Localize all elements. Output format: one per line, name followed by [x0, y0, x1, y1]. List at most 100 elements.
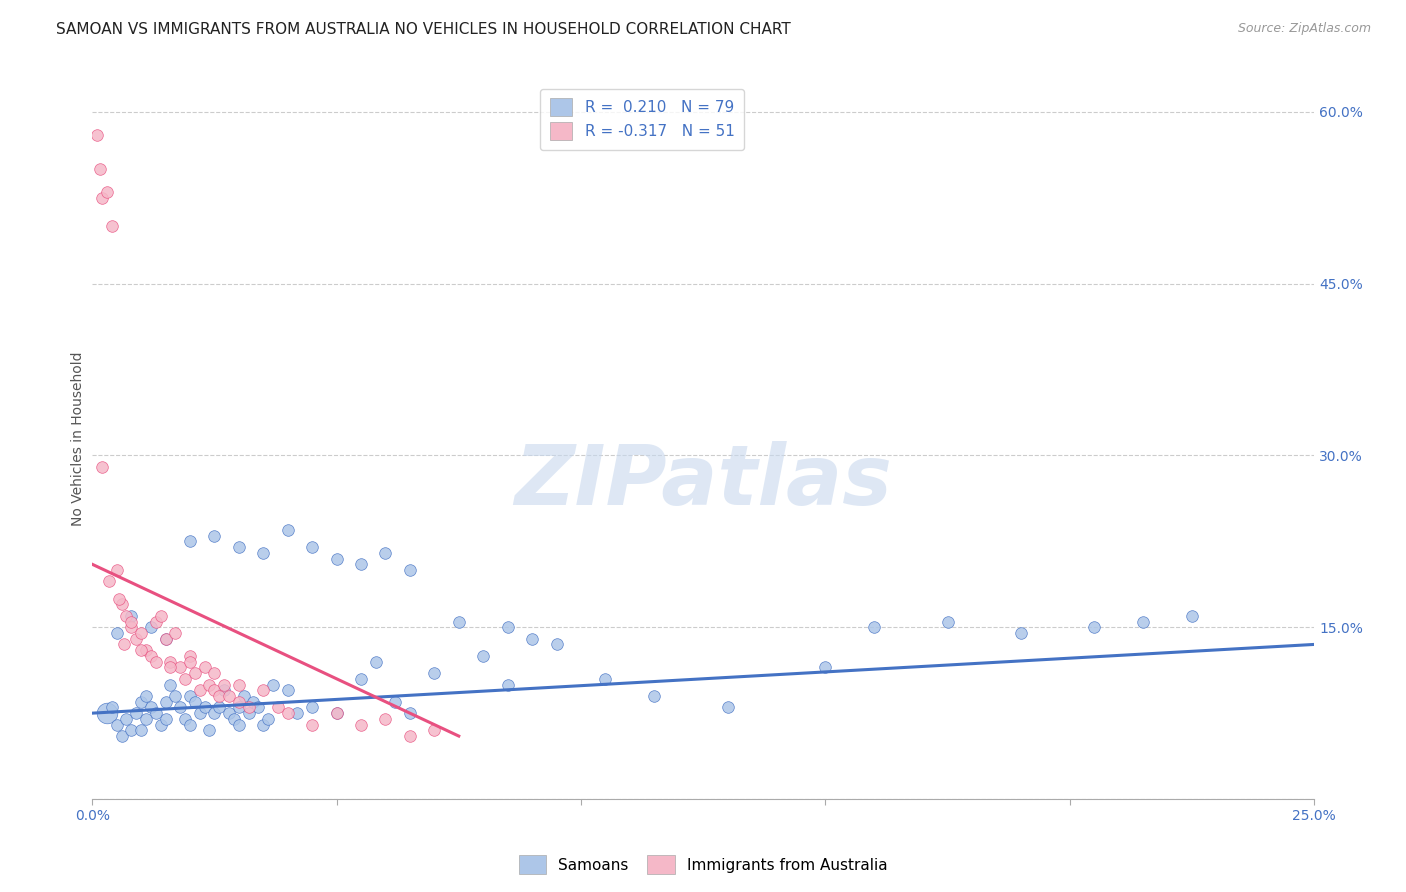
Point — [179, 534, 201, 549]
Point — [546, 637, 568, 651]
Point — [208, 689, 231, 703]
Point — [472, 648, 495, 663]
Point — [399, 563, 422, 577]
Point — [188, 683, 211, 698]
Point — [145, 706, 167, 721]
Point — [496, 677, 519, 691]
Point — [86, 128, 108, 142]
Point — [135, 712, 157, 726]
Point — [212, 683, 235, 698]
Point — [814, 660, 837, 674]
Point — [198, 723, 221, 738]
Point — [120, 723, 142, 738]
Point — [139, 648, 162, 663]
Point — [384, 695, 406, 709]
Point — [105, 717, 128, 731]
Point — [105, 563, 128, 577]
Point — [252, 546, 274, 560]
Point — [155, 632, 177, 646]
Point — [208, 700, 231, 714]
Point — [1010, 626, 1032, 640]
Point — [595, 672, 617, 686]
Point — [165, 689, 187, 703]
Point — [194, 700, 217, 714]
Point — [228, 540, 250, 554]
Point — [120, 615, 142, 629]
Point — [98, 574, 121, 589]
Point — [232, 689, 254, 703]
Point — [218, 706, 240, 721]
Point — [364, 655, 387, 669]
Point — [184, 666, 207, 681]
Point — [149, 608, 172, 623]
Point — [110, 598, 132, 612]
Point — [267, 700, 290, 714]
Point — [350, 672, 373, 686]
Point — [643, 689, 665, 703]
Point — [247, 700, 270, 714]
Point — [202, 666, 225, 681]
Point — [222, 712, 245, 726]
Point — [135, 643, 157, 657]
Point — [159, 655, 181, 669]
Point — [149, 717, 172, 731]
Point — [447, 615, 470, 629]
Point — [399, 729, 422, 743]
Point — [159, 660, 181, 674]
Point — [277, 706, 299, 721]
Point — [212, 677, 235, 691]
Point — [165, 626, 187, 640]
Point — [155, 695, 177, 709]
Point — [100, 700, 122, 714]
Point — [252, 717, 274, 731]
Point — [139, 700, 162, 714]
Point — [716, 700, 738, 714]
Point — [374, 546, 396, 560]
Point — [423, 666, 446, 681]
Point — [96, 185, 118, 199]
Point — [936, 615, 959, 629]
Point — [325, 706, 347, 721]
Point — [228, 695, 250, 709]
Point — [120, 620, 142, 634]
Point — [1132, 615, 1154, 629]
Point — [423, 723, 446, 738]
Point — [262, 677, 284, 691]
Point — [194, 660, 217, 674]
Point — [1083, 620, 1105, 634]
Point — [198, 677, 221, 691]
Point — [108, 591, 131, 606]
Point — [179, 655, 201, 669]
Point — [129, 643, 152, 657]
Point — [228, 717, 250, 731]
Point — [238, 706, 260, 721]
Point — [145, 655, 167, 669]
Point — [129, 723, 152, 738]
Text: SAMOAN VS IMMIGRANTS FROM AUSTRALIA NO VEHICLES IN HOUSEHOLD CORRELATION CHART: SAMOAN VS IMMIGRANTS FROM AUSTRALIA NO V… — [56, 22, 792, 37]
Point — [105, 626, 128, 640]
Text: Source: ZipAtlas.com: Source: ZipAtlas.com — [1237, 22, 1371, 36]
Point — [257, 712, 280, 726]
Point — [179, 689, 201, 703]
Point — [496, 620, 519, 634]
Point — [91, 191, 114, 205]
Point — [184, 695, 207, 709]
Point — [242, 695, 264, 709]
Point — [301, 717, 323, 731]
Point — [110, 729, 132, 743]
Point — [155, 632, 177, 646]
Point — [125, 632, 148, 646]
Point — [139, 620, 162, 634]
Point — [96, 706, 118, 721]
Point — [287, 706, 309, 721]
Point — [277, 683, 299, 698]
Point — [228, 700, 250, 714]
Point — [520, 632, 543, 646]
Point — [1181, 608, 1204, 623]
Point — [169, 700, 191, 714]
Point — [125, 706, 148, 721]
Point — [202, 683, 225, 698]
Point — [238, 700, 260, 714]
Point — [202, 528, 225, 542]
Point — [129, 695, 152, 709]
